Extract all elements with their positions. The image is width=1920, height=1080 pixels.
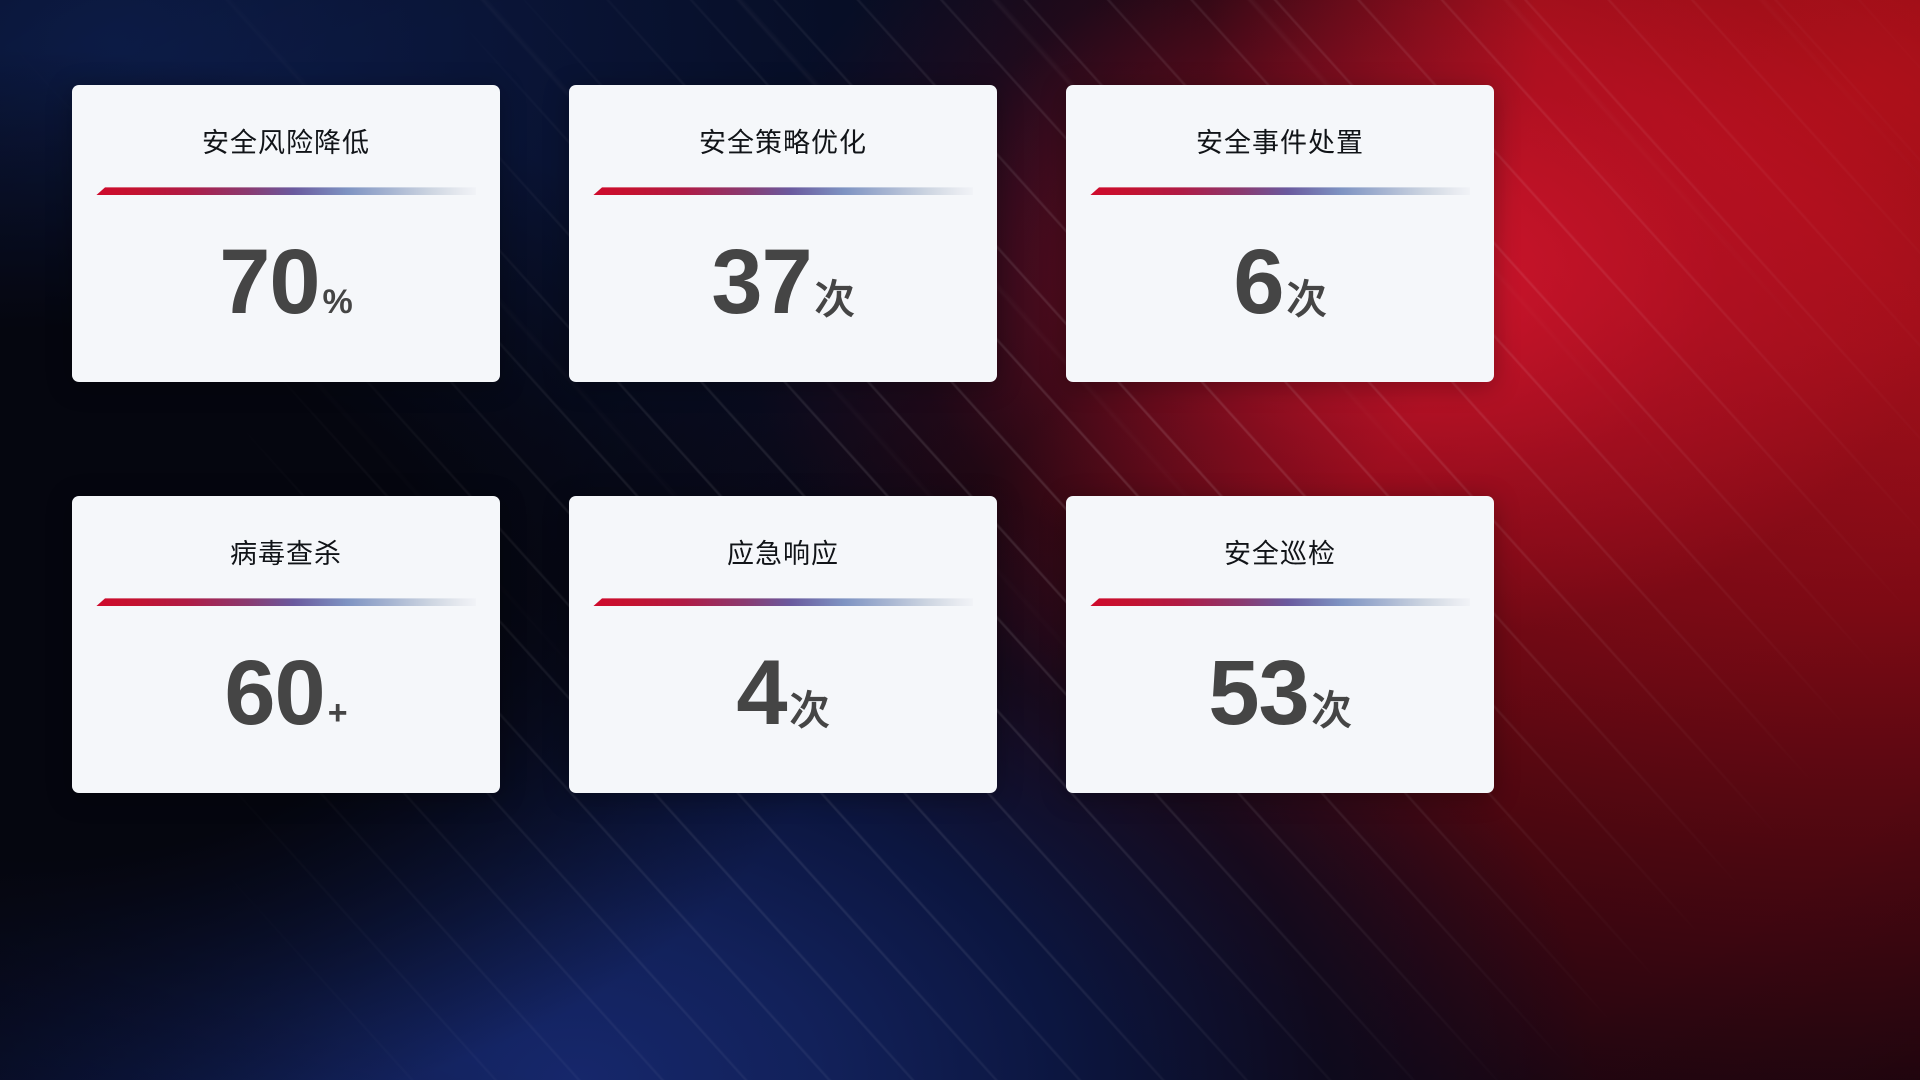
gradient-divider-bar <box>593 598 973 607</box>
stat-value-number: 6 <box>1233 231 1284 333</box>
stat-card-title: 应急响应 <box>727 539 839 569</box>
stat-card-value: 70% <box>219 236 353 328</box>
gradient-divider-bar <box>1090 598 1470 607</box>
stat-card-value: 53 次 <box>1208 647 1351 739</box>
gradient-divider <box>1090 187 1470 196</box>
stat-card-value: 60 + <box>224 647 347 739</box>
stat-card-title: 安全事件处置 <box>1196 128 1364 158</box>
stat-value-number: 37 <box>711 231 812 333</box>
gradient-divider <box>96 598 476 607</box>
statistics-card-grid: 安全风险降低 70% 安全策略优化 37 次安全事件处置 6 次病毒查杀 60 + 应急响应 4 次安… <box>72 85 1496 793</box>
stat-value-number: 60 <box>224 642 325 744</box>
stat-card-title: 安全风险降低 <box>202 128 370 158</box>
stat-value-number: 70 <box>219 231 320 333</box>
stat-card[interactable]: 安全策略优化 37 次 <box>569 85 997 382</box>
stat-value-suffix: + <box>327 694 348 732</box>
stat-card[interactable]: 安全事件处置 6 次 <box>1066 85 1494 382</box>
stat-card-title: 安全策略优化 <box>699 128 867 158</box>
stat-value-suffix: 次 <box>1286 278 1327 322</box>
stat-card[interactable]: 安全巡检 53 次 <box>1066 496 1494 793</box>
stat-card[interactable]: 应急响应 4 次 <box>569 496 997 793</box>
stat-value-suffix: 次 <box>1311 689 1352 733</box>
gradient-divider-bar <box>96 187 476 196</box>
gradient-divider <box>593 187 973 196</box>
stat-card[interactable]: 安全风险降低 70% <box>72 85 500 382</box>
stat-value-number: 53 <box>1208 642 1309 744</box>
stat-card-title: 安全巡检 <box>1224 539 1336 569</box>
gradient-divider <box>96 187 476 196</box>
gradient-divider-bar <box>593 187 973 196</box>
gradient-divider <box>1090 598 1470 607</box>
stat-card-value: 37 次 <box>711 236 854 328</box>
stat-value-suffix: % <box>322 283 353 321</box>
stat-card[interactable]: 病毒查杀 60 + <box>72 496 500 793</box>
gradient-divider-bar <box>96 598 476 607</box>
stat-value-suffix: 次 <box>814 278 855 322</box>
stat-card-title: 病毒查杀 <box>230 539 342 569</box>
gradient-divider <box>593 598 973 607</box>
gradient-divider-bar <box>1090 187 1470 196</box>
stat-value-number: 4 <box>736 642 787 744</box>
stat-value-suffix: 次 <box>789 689 830 733</box>
